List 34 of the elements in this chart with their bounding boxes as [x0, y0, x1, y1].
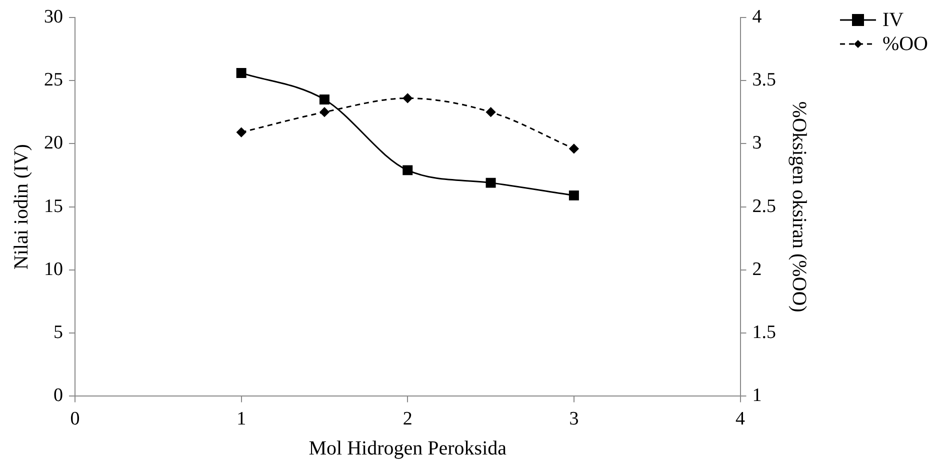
x-tick-label: 3 — [569, 408, 579, 430]
y-tick-label: 15 — [44, 196, 63, 217]
point — [486, 178, 496, 188]
y-tick-label: 5 — [54, 322, 63, 344]
y2-tick-label: 3.5 — [752, 70, 776, 91]
y-tick-label: 0 — [54, 385, 63, 406]
y2-tick-label: 4 — [752, 6, 762, 28]
x-tick-label: 1 — [236, 408, 246, 430]
x-tick-label: 2 — [402, 408, 412, 430]
y-axis-title: Nilai iodin (IV) — [10, 144, 32, 270]
y2-tick-label: 2 — [752, 258, 762, 280]
point — [236, 68, 246, 78]
x-tick-label: 4 — [736, 408, 746, 430]
point — [568, 190, 579, 200]
y-tick-label: 20 — [44, 132, 63, 154]
y-tick-label: 10 — [44, 258, 63, 280]
point — [402, 93, 412, 103]
point — [319, 94, 330, 104]
x-axis-title: Mol Hidrogen Peroksida — [308, 437, 507, 460]
y2-axis-title: %Oksigen oksiran (%OO) — [788, 101, 810, 312]
legend-label: %OO — [882, 32, 928, 56]
point — [486, 107, 496, 117]
y-tick-label: 25 — [44, 70, 63, 91]
point — [320, 107, 330, 117]
x-tick-label: 0 — [70, 408, 80, 430]
legend-label: IV — [882, 8, 904, 32]
y2-tick-label: 1.5 — [752, 322, 776, 344]
point — [236, 128, 246, 138]
y2-tick-label: 2.5 — [752, 196, 776, 217]
y2-tick-label: 1 — [752, 385, 762, 406]
point — [569, 144, 579, 154]
point — [402, 165, 413, 176]
y2-tick-label: 3 — [752, 132, 762, 154]
y-tick-label: 30 — [44, 6, 63, 28]
